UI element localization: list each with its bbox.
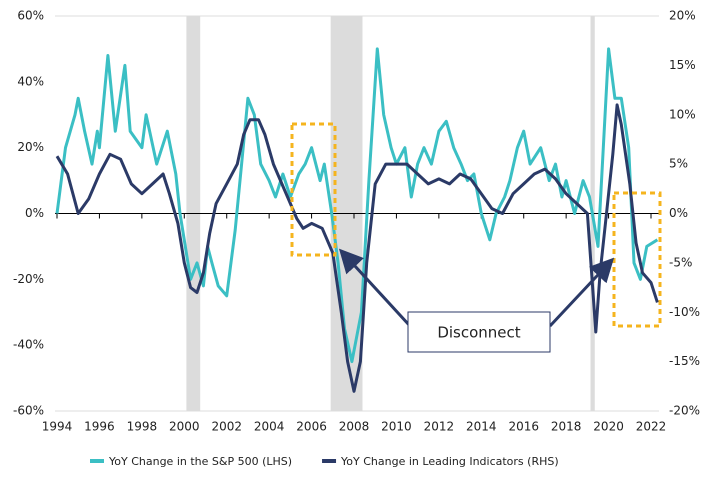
x-tick-label: 2012: [424, 420, 455, 434]
y-tick-label: -40%: [13, 338, 44, 352]
x-tick-label: 1998: [127, 420, 158, 434]
y2-tick-label: 10%: [669, 107, 696, 121]
x-tick-label: 1994: [42, 420, 73, 434]
y2-tick-label: 5%: [669, 157, 688, 171]
y2-tick-label: -20%: [669, 404, 700, 418]
y-tick-label: 0%: [25, 206, 44, 220]
arrow: [548, 257, 615, 328]
annotation-box: [407, 311, 551, 353]
lines: [55, 47, 659, 393]
x-tick-label: 2002: [211, 420, 242, 434]
y-tick-label: 60%: [17, 9, 44, 23]
x-tick-label: 2010: [381, 420, 412, 434]
axes: -60% -40% -20% 0% 20% 40% 60% -20% -15% -10% -5% 0%…: [13, 9, 700, 434]
x-tick-label: 1996: [84, 420, 115, 434]
y2-tick-label: -15%: [669, 354, 700, 368]
y-tick-label: -60%: [13, 404, 44, 418]
x-tick-label: 2014: [466, 420, 497, 434]
legend-label: YoY Change in Leading Indicators (RHS): [340, 455, 559, 468]
y2-tick-label: -10%: [669, 305, 700, 319]
y2-tick-label: 15%: [669, 58, 696, 72]
x-tick-label: 2020: [593, 420, 624, 434]
y2-tick-label: -5%: [669, 255, 692, 269]
y2-tick-label: 0%: [669, 206, 688, 220]
x-tick-label: 2000: [169, 420, 200, 434]
x-tick-label: 2008: [339, 420, 370, 434]
x-tick-label: 2004: [254, 420, 285, 434]
y2-tick-label: 20%: [669, 9, 696, 23]
y-tick-label: 20%: [17, 140, 44, 154]
annotation: Disconnect: [437, 324, 520, 342]
legend-label: YoY Change in the S&P 500 (LHS): [108, 455, 292, 468]
arrow: [338, 248, 412, 328]
x-tick-label: 2006: [296, 420, 327, 434]
series-line: [55, 103, 659, 393]
x-tick-label: 2018: [551, 420, 582, 434]
x-tick-label: 2022: [636, 420, 667, 434]
x-tick-label: 2016: [508, 420, 539, 434]
highlight-box: [612, 191, 662, 328]
y-tick-label: 40%: [17, 74, 44, 88]
legend: YoY Change in the S&P 500 (LHS) YoY Chang…: [90, 455, 559, 468]
highlight-box: [290, 122, 337, 257]
y-tick-label: -20%: [13, 272, 44, 286]
